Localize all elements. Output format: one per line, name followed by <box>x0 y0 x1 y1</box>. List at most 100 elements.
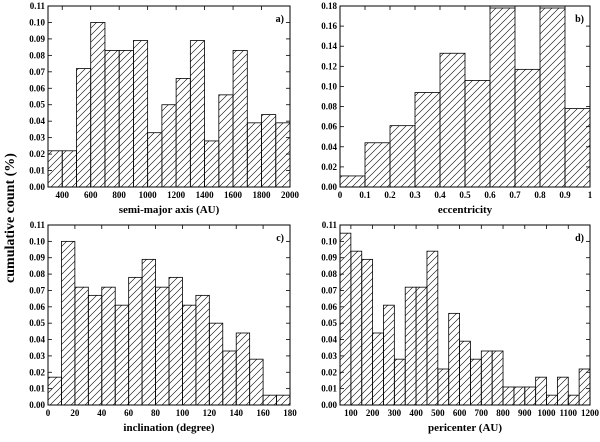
x-axis-label: pericenter (AU) <box>428 422 502 434</box>
y-tick-label: 0.00 <box>29 400 45 410</box>
histogram-bar <box>464 80 491 188</box>
y-tick-label: 0.04 <box>321 142 337 152</box>
histogram-bar <box>350 250 363 406</box>
x-tick-label: 1 <box>588 190 593 200</box>
histogram-bar <box>564 108 591 188</box>
y-tick-label: 0.18 <box>321 1 337 11</box>
x-axis-label: eccentricity <box>438 204 493 216</box>
x-tick-label: 140 <box>229 408 243 418</box>
y-tick-label: 0.09 <box>29 34 45 44</box>
histogram-bar <box>480 350 493 406</box>
y-tick-label: 0.03 <box>29 133 45 143</box>
y-tick-label: 0.07 <box>29 67 45 77</box>
x-tick-label: 1000 <box>538 408 557 418</box>
histogram-bar <box>578 368 591 406</box>
y-tick-label: 0.02 <box>29 367 45 377</box>
y-tick-label: 0.03 <box>29 351 45 361</box>
histogram-bar <box>372 332 384 406</box>
x-tick-label: 1000 <box>139 190 158 200</box>
histogram-bar <box>539 7 566 188</box>
y-tick-label: 0.08 <box>29 50 45 60</box>
histogram-bar <box>235 332 251 406</box>
x-tick-label: 160 <box>256 408 270 418</box>
histogram-bar <box>261 114 277 188</box>
y-tick-label: 0.05 <box>29 318 45 328</box>
y-tick-label: 0.06 <box>321 302 337 312</box>
histogram-bar <box>556 376 569 406</box>
y-tick-label: 0.16 <box>321 21 337 31</box>
histogram-bar <box>114 304 130 406</box>
y-tick-label: 0.14 <box>321 41 337 51</box>
histogram-panel: 0.00 0.01 0.02 0.03 0.04 0.05 0.06 0.07 0.08 0.09… <box>321 220 599 434</box>
histogram-bar <box>128 276 143 406</box>
x-tick-label: 1200 <box>581 408 600 418</box>
histogram-bar <box>133 40 149 188</box>
histogram-bar <box>141 258 156 406</box>
y-tick-label: 0.09 <box>321 253 337 263</box>
plot-frame <box>47 224 291 406</box>
histogram-bar <box>567 394 580 406</box>
y-tick-label: 0.11 <box>30 220 46 230</box>
x-tick-label: 60 <box>124 408 134 418</box>
histogram-bar <box>262 394 277 406</box>
x-tick-label: 500 <box>431 408 445 418</box>
plot-frame <box>339 224 591 406</box>
histogram-bar <box>204 140 220 188</box>
x-tick-label: 40 <box>97 408 107 418</box>
x-tick-label: 100 <box>344 408 358 418</box>
y-tick-label: 0.08 <box>29 269 45 279</box>
x-tick-label: 700 <box>475 408 489 418</box>
histogram-bar <box>546 394 558 406</box>
x-tick-label: 800 <box>112 190 126 200</box>
histogram-bar <box>415 286 428 406</box>
x-tick-label: 400 <box>55 190 69 200</box>
panel-label: c) <box>276 233 284 244</box>
histogram-bar <box>90 22 106 188</box>
histogram-bar <box>175 78 191 188</box>
histogram-bar <box>208 322 224 406</box>
x-tick-label: 20 <box>70 408 80 418</box>
x-axis-label: inclination (degree) <box>123 422 214 434</box>
y-tick-label: 0.05 <box>321 318 337 328</box>
histogram-bar <box>339 232 352 406</box>
histogram-bar <box>491 350 504 406</box>
y-tick-label: 0.06 <box>321 122 337 132</box>
x-tick-label: 180 <box>283 408 297 418</box>
x-tick-label: 0.4 <box>434 190 446 200</box>
y-tick-label: 0.11 <box>30 1 46 11</box>
histogram-bar <box>168 276 183 406</box>
y-tick-label: 0.09 <box>29 253 45 263</box>
histogram-bar <box>361 258 374 406</box>
histogram-bar <box>389 125 416 188</box>
y-tick-label: 0.08 <box>321 269 337 279</box>
x-tick-label: 1600 <box>224 190 243 200</box>
y-tick-label: 0.04 <box>321 335 337 345</box>
x-tick-label: 1800 <box>253 190 272 200</box>
y-tick-label: 0.05 <box>29 100 45 110</box>
histogram-bar <box>275 122 291 188</box>
x-tick-label: 0.8 <box>534 190 546 200</box>
y-tick-label: 0.10 <box>321 236 337 246</box>
plot-frame <box>47 5 291 188</box>
x-tick-label: 0.9 <box>559 190 571 200</box>
x-tick-label: 600 <box>453 408 467 418</box>
histogram-bar <box>339 175 366 188</box>
y-tick-label: 0.04 <box>29 335 45 345</box>
x-axis-label: semi-major axis (AU) <box>119 204 220 216</box>
histogram-bar <box>470 358 482 406</box>
histogram-bar <box>147 132 163 188</box>
y-tick-label: 0.00 <box>29 182 45 192</box>
histogram-panel: 0.00 0.01 0.02 0.03 0.04 0.05 0.06 0.07 0.08 0.09… <box>29 220 297 434</box>
y-tick-label: 0.01 <box>321 384 337 394</box>
x-tick-label: 0.7 <box>509 190 521 200</box>
histogram-bar <box>189 40 205 188</box>
y-tick-label: 0.06 <box>29 302 45 312</box>
y-tick-label: 0.02 <box>29 149 45 159</box>
panel-label: d) <box>575 233 584 244</box>
histogram-bar <box>161 104 177 188</box>
histogram-bar <box>535 376 547 406</box>
x-tick-label: 200 <box>366 408 380 418</box>
y-tick-label: 0.03 <box>321 351 337 361</box>
x-tick-label: 0 <box>338 190 343 200</box>
